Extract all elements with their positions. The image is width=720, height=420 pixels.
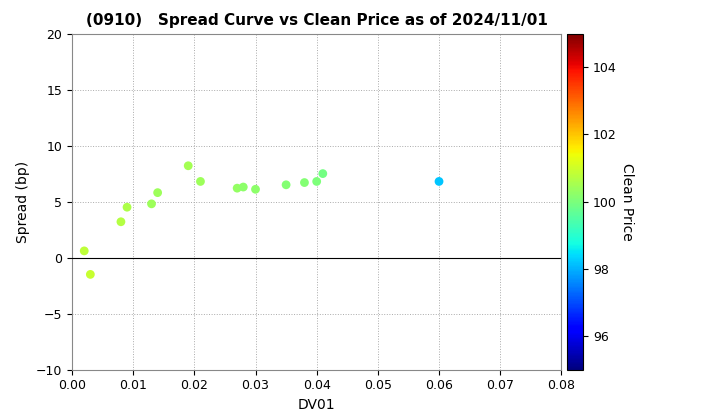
Point — [84, 271, 96, 278]
Point — [280, 181, 292, 188]
Point — [194, 178, 206, 185]
Point — [182, 163, 194, 169]
Point — [311, 178, 323, 185]
Y-axis label: Clean Price: Clean Price — [620, 163, 634, 241]
Point — [231, 185, 243, 192]
Point — [317, 170, 328, 177]
Point — [152, 189, 163, 196]
Point — [78, 247, 90, 254]
Point — [433, 178, 445, 185]
Title: (0910)   Spread Curve vs Clean Price as of 2024/11/01: (0910) Spread Curve vs Clean Price as of… — [86, 13, 548, 28]
Point — [121, 204, 132, 210]
Point — [250, 186, 261, 193]
Point — [145, 200, 157, 207]
Point — [299, 179, 310, 186]
Y-axis label: Spread (bp): Spread (bp) — [17, 160, 30, 243]
Point — [238, 184, 249, 190]
X-axis label: DV01: DV01 — [298, 398, 336, 412]
Point — [115, 218, 127, 225]
